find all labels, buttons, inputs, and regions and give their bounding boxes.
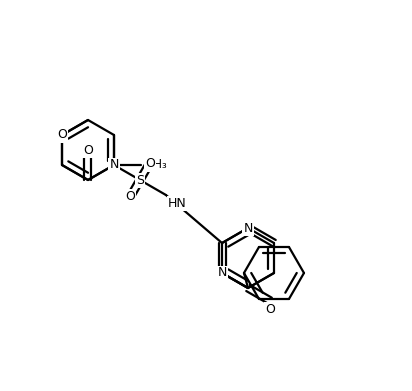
Text: O: O (57, 129, 67, 142)
Text: N: N (243, 221, 253, 235)
Text: N: N (218, 267, 227, 280)
Text: O: O (265, 303, 275, 316)
Text: O: O (125, 190, 135, 203)
Text: CH₃: CH₃ (145, 158, 167, 172)
Text: O: O (145, 157, 154, 170)
Text: N: N (109, 158, 119, 172)
Text: S: S (136, 174, 144, 187)
Text: HN: HN (168, 197, 187, 210)
Text: O: O (83, 143, 93, 156)
